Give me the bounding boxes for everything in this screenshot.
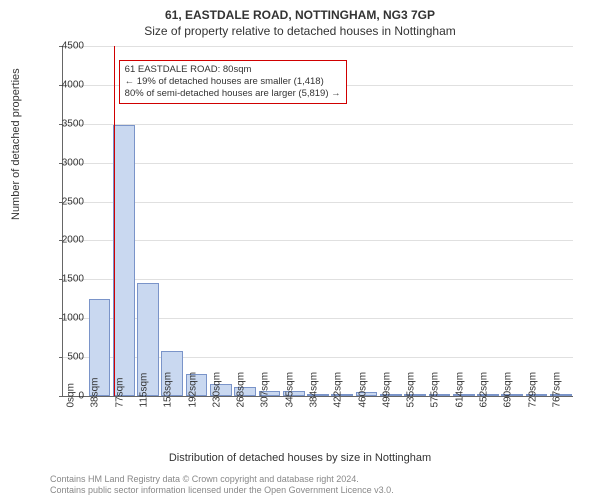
gridline bbox=[63, 202, 573, 203]
y-tick-label: 3500 bbox=[44, 118, 84, 129]
y-tick-label: 0 bbox=[44, 391, 84, 402]
footer-line-1: Contains HM Land Registry data © Crown c… bbox=[50, 474, 590, 485]
y-tick-label: 1000 bbox=[44, 313, 84, 324]
annotation-line-2: ← 19% of detached houses are smaller (1,… bbox=[125, 76, 341, 88]
annotation-line-3: 80% of semi-detached houses are larger (… bbox=[125, 88, 341, 100]
y-tick-label: 500 bbox=[44, 352, 84, 363]
page-title: 61, EASTDALE ROAD, NOTTINGHAM, NG3 7GP bbox=[0, 0, 600, 22]
histogram-bar bbox=[113, 125, 135, 396]
y-axis-label: Number of detached properties bbox=[10, 68, 22, 220]
y-tick-label: 4000 bbox=[44, 79, 84, 90]
page-subtitle: Size of property relative to detached ho… bbox=[0, 22, 600, 42]
footer-line-2: Contains public sector information licen… bbox=[50, 485, 590, 496]
gridline bbox=[63, 279, 573, 280]
y-tick-label: 2500 bbox=[44, 196, 84, 207]
annotation-line-1: 61 EASTDALE ROAD: 80sqm bbox=[125, 64, 341, 76]
gridline bbox=[63, 240, 573, 241]
footer: Contains HM Land Registry data © Crown c… bbox=[50, 474, 590, 497]
y-tick-label: 2000 bbox=[44, 235, 84, 246]
marker-annotation: 61 EASTDALE ROAD: 80sqm ← 19% of detache… bbox=[119, 60, 347, 104]
y-tick-label: 4500 bbox=[44, 41, 84, 52]
gridline bbox=[63, 124, 573, 125]
y-tick-label: 3000 bbox=[44, 157, 84, 168]
x-axis-label: Distribution of detached houses by size … bbox=[0, 452, 600, 464]
y-tick-label: 1500 bbox=[44, 274, 84, 285]
gridline bbox=[63, 46, 573, 47]
gridline bbox=[63, 163, 573, 164]
subject-marker-line bbox=[114, 46, 115, 396]
